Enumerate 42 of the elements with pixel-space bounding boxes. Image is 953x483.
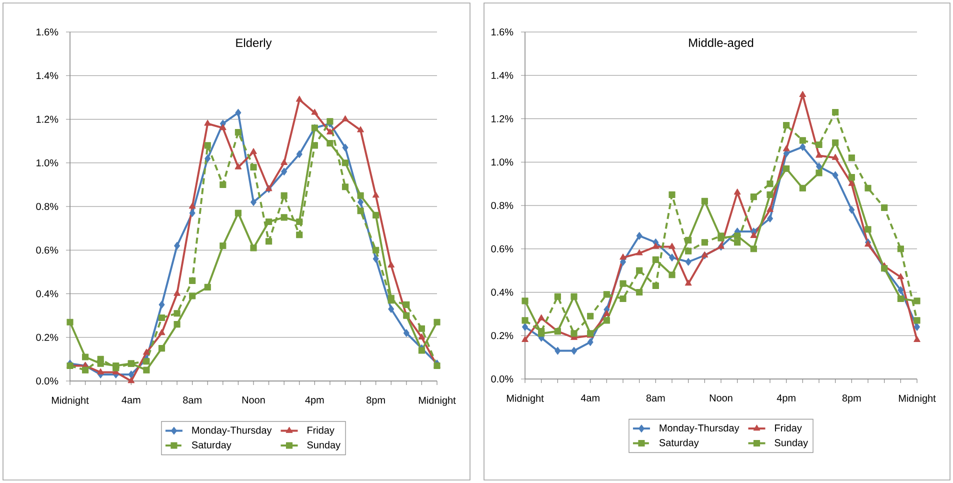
chart-title: Middle-aged (689, 38, 754, 50)
y-tick-label: 0.0% (491, 375, 514, 383)
y-tick-label: 1.6% (36, 28, 58, 36)
x-tick-label: 8pm (842, 394, 861, 404)
y-tick-label: 0.4% (491, 288, 514, 296)
y-tick-label: 0.2% (36, 334, 58, 341)
legend-label: Friday (308, 426, 334, 436)
y-tick-label: 1.0% (36, 159, 58, 166)
y-tick-label: 0.6% (491, 245, 514, 252)
x-tick-label: Midnight (418, 396, 456, 406)
x-tick-label: 8am (183, 396, 202, 404)
y-tick-label: 1.2% (492, 115, 514, 122)
x-tick-label: 4am (580, 394, 600, 402)
y-tick-label: 0.2% (491, 332, 514, 340)
x-tick-label: 8am (646, 394, 665, 402)
y-tick-label: 1.4% (492, 72, 514, 79)
x-tick-label: Noon (710, 394, 732, 402)
x-tick-label: 4pm (776, 394, 796, 404)
legend-label: Saturday (659, 438, 699, 448)
legend-label: Saturday (192, 441, 232, 450)
chart-title: Elderly (236, 38, 272, 50)
y-tick-label: 0.4% (36, 290, 58, 298)
y-tick-label: 1.0% (492, 158, 514, 166)
legend-label: Sunday (307, 441, 341, 450)
x-tick-label: Midnight (506, 394, 544, 404)
legend-label: Monday-Thursday (660, 424, 740, 434)
x-tick-label: Noon (242, 396, 265, 404)
y-tick-label: 0.6% (36, 246, 58, 254)
y-tick-label: 1.2% (36, 116, 58, 123)
x-tick-label: 4am (122, 396, 140, 404)
y-tick-label: 1.6% (492, 28, 514, 36)
y-tick-label: 0.0% (36, 377, 58, 385)
y-tick-label: 1.4% (36, 72, 58, 80)
legend-label: Sunday (774, 438, 808, 448)
x-tick-label: Midnight (898, 394, 936, 404)
x-tick-label: 8pm (366, 396, 385, 406)
x-tick-label: Midnight (52, 396, 89, 406)
legend-label: Monday-Thursday (192, 426, 272, 436)
y-tick-label: 0.8% (36, 202, 58, 210)
y-tick-label: 0.8% (491, 202, 514, 210)
x-tick-label: 4pm (305, 396, 324, 406)
legend-label: Friday (775, 424, 802, 434)
